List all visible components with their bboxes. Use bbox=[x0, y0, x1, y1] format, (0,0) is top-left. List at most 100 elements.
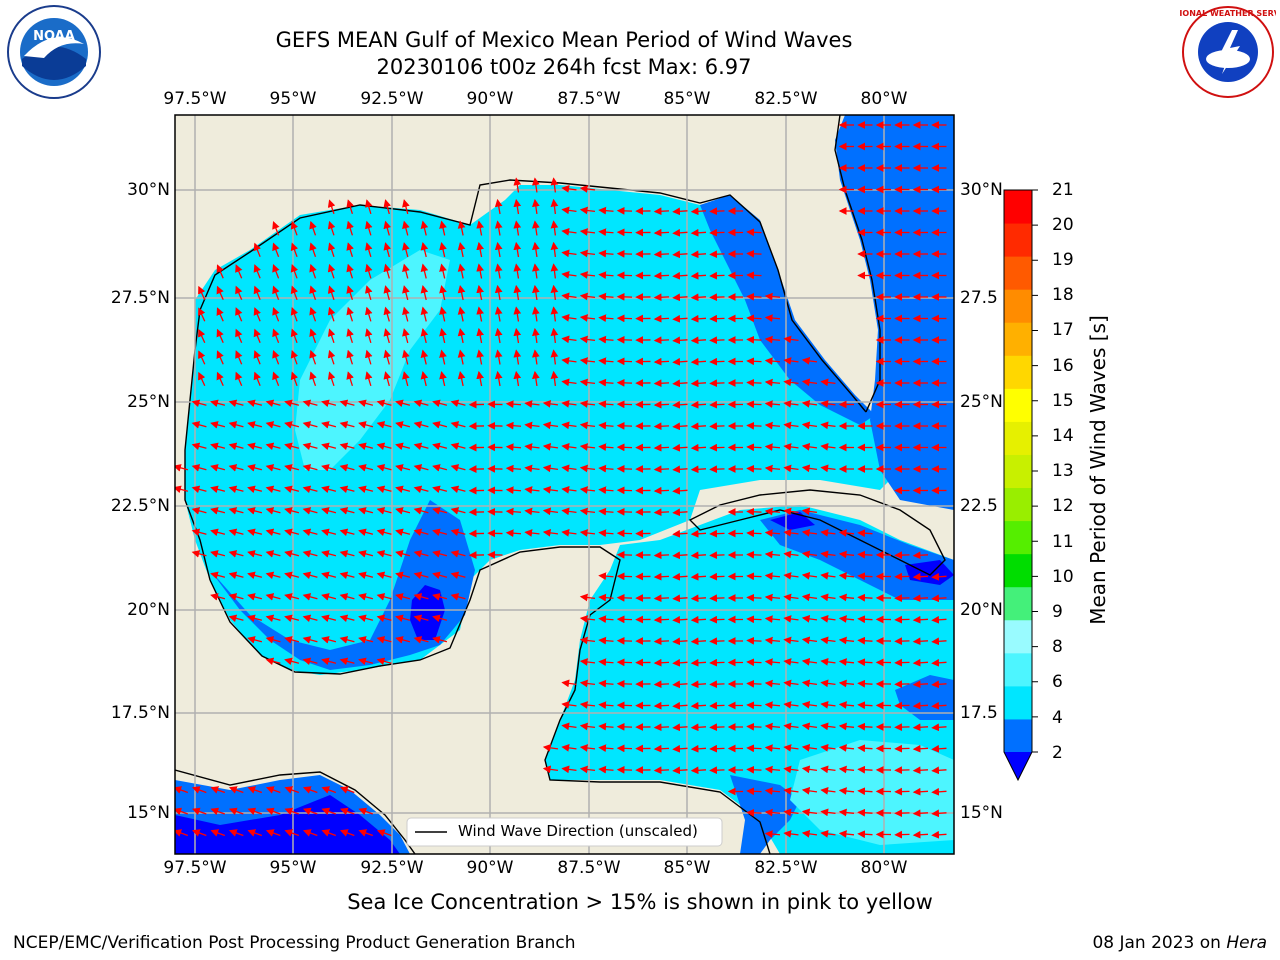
wave-direction-arrow bbox=[290, 306, 299, 322]
wave-direction-arrow bbox=[228, 464, 244, 472]
wave-direction-arrow bbox=[302, 829, 318, 837]
lat-label-right: 15°N bbox=[960, 803, 1003, 823]
wave-direction-arrow bbox=[783, 808, 799, 817]
wave-direction-arrow bbox=[653, 637, 670, 646]
wave-direction-arrow bbox=[783, 529, 799, 537]
wave-direction-arrow bbox=[783, 765, 799, 774]
wave-direction-arrow bbox=[653, 314, 670, 323]
colorbar-tick: 20 bbox=[1052, 215, 1074, 235]
wave-direction-arrow bbox=[235, 328, 243, 344]
wave-direction-arrow bbox=[746, 550, 762, 559]
wave-direction-arrow bbox=[210, 571, 226, 580]
wave-direction-arrow bbox=[402, 199, 410, 215]
wave-direction-arrow bbox=[746, 400, 762, 409]
wave-direction-arrow bbox=[524, 443, 540, 451]
wave-direction-arrow bbox=[709, 422, 725, 431]
wave-direction-arrow bbox=[579, 357, 596, 365]
wave-direction-arrow bbox=[364, 328, 373, 344]
wave-direction-arrow bbox=[653, 293, 670, 302]
wave-direction-arrow bbox=[672, 658, 688, 667]
wave-direction-arrow bbox=[284, 593, 300, 601]
wave-direction-arrow bbox=[302, 507, 318, 515]
wave-direction-arrow bbox=[764, 357, 781, 365]
wave-direction-arrow bbox=[376, 829, 392, 837]
wave-direction-arrow bbox=[376, 593, 392, 601]
wave-direction-arrow bbox=[561, 292, 577, 301]
wave-direction-arrow bbox=[513, 198, 522, 215]
wave-direction-arrow bbox=[284, 528, 300, 537]
wave-direction-arrow bbox=[820, 593, 836, 602]
wave-direction-arrow bbox=[931, 615, 947, 624]
wave-direction-arrow bbox=[284, 614, 300, 623]
lon-label-bottom: 90°W bbox=[466, 858, 514, 878]
wave-direction-arrow bbox=[321, 593, 337, 601]
wave-direction-arrow bbox=[376, 571, 392, 580]
wave-direction-arrow bbox=[364, 220, 373, 236]
wave-direction-arrow bbox=[513, 327, 522, 344]
colorbar-segment bbox=[1004, 553, 1032, 588]
wave-direction-arrow bbox=[376, 485, 392, 494]
wave-direction-arrow bbox=[376, 464, 392, 472]
wave-direction-arrow bbox=[709, 551, 725, 560]
wave-direction-arrow bbox=[746, 335, 762, 344]
wave-direction-arrow bbox=[191, 464, 207, 472]
wave-direction-arrow bbox=[302, 657, 318, 666]
wave-direction-arrow bbox=[709, 723, 725, 732]
wave-direction-arrow bbox=[290, 220, 299, 236]
wave-direction-arrow bbox=[598, 744, 614, 753]
wave-direction-arrow bbox=[653, 615, 670, 624]
wave-direction-arrow bbox=[561, 206, 577, 215]
wave-direction-arrow bbox=[690, 271, 707, 280]
wave-direction-arrow bbox=[598, 615, 614, 624]
lat-label-left: 22.5°N bbox=[110, 496, 170, 516]
wave-direction-arrow bbox=[579, 314, 596, 322]
wave-direction-arrow bbox=[801, 765, 818, 774]
wave-direction-arrow bbox=[783, 572, 799, 580]
wave-direction-arrow bbox=[653, 551, 670, 560]
wave-direction-arrow bbox=[284, 442, 300, 451]
wave-direction-arrow bbox=[265, 593, 281, 601]
colorbar-segment bbox=[1004, 322, 1032, 356]
wave-direction-arrow bbox=[598, 249, 614, 258]
wave-direction-arrow bbox=[272, 264, 280, 279]
wave-direction-arrow bbox=[550, 241, 559, 258]
wave-direction-arrow bbox=[198, 285, 206, 300]
wave-direction-arrow bbox=[413, 593, 429, 601]
wave-direction-arrow bbox=[432, 593, 448, 601]
wave-direction-arrow bbox=[247, 485, 263, 494]
wave-direction-arrow bbox=[598, 378, 614, 387]
wave-direction-arrow bbox=[746, 378, 762, 387]
wave-direction-arrow bbox=[191, 421, 207, 429]
wave-direction-arrow bbox=[931, 594, 947, 603]
wave-direction-arrow bbox=[402, 220, 410, 236]
lat-label-right: 20°N bbox=[960, 600, 1003, 620]
wave-direction-arrow bbox=[253, 350, 261, 365]
wave-direction-arrow bbox=[339, 657, 355, 666]
wave-direction-arrow bbox=[358, 614, 374, 623]
wave-direction-arrow bbox=[653, 486, 670, 495]
wave-direction-arrow bbox=[709, 529, 725, 538]
lon-label-bottom: 95°W bbox=[269, 858, 317, 878]
wave-direction-arrow bbox=[764, 615, 781, 623]
wave-direction-arrow bbox=[672, 271, 688, 280]
wave-direction-arrow bbox=[309, 285, 317, 301]
wave-direction-arrow bbox=[505, 486, 522, 495]
wave-direction-arrow bbox=[198, 307, 206, 322]
wave-direction-arrow bbox=[672, 744, 688, 753]
wave-direction-arrow bbox=[284, 399, 300, 408]
wave-direction-arrow bbox=[598, 400, 614, 409]
wave-direction-arrow bbox=[783, 378, 799, 387]
wave-direction-arrow bbox=[690, 615, 707, 624]
wave-direction-arrow bbox=[838, 550, 855, 559]
wave-direction-arrow bbox=[531, 198, 540, 215]
wave-direction-arrow bbox=[346, 285, 354, 301]
wave-direction-arrow bbox=[228, 399, 244, 408]
wave-direction-arrow bbox=[494, 263, 503, 279]
wave-direction-arrow bbox=[531, 241, 540, 258]
wave-direction-arrow bbox=[302, 442, 318, 451]
wave-direction-arrow bbox=[820, 636, 836, 645]
wave-direction-arrow bbox=[764, 722, 781, 731]
wave-direction-arrow bbox=[395, 550, 411, 558]
wave-direction-arrow bbox=[290, 285, 299, 301]
wave-direction-arrow bbox=[561, 271, 577, 279]
